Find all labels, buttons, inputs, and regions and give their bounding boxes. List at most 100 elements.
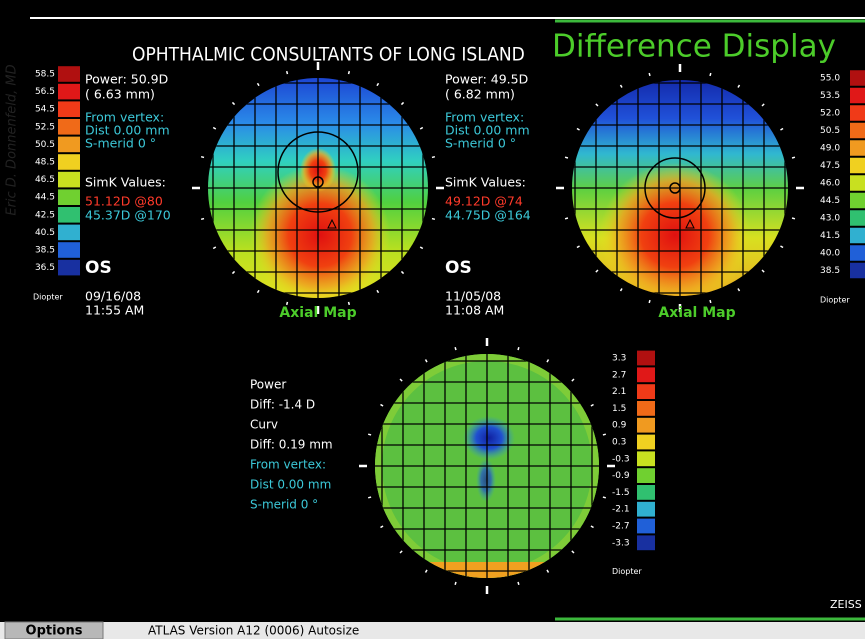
rim-tick	[590, 403, 594, 407]
scale-label: 56.5	[35, 87, 55, 97]
rim-tick	[231, 270, 236, 275]
scale-swatch	[58, 224, 80, 241]
rim-tick	[399, 378, 403, 382]
scale-label: 58.5	[35, 70, 55, 80]
vertex-marker	[669, 182, 681, 194]
scale-label: 53.5	[820, 91, 840, 101]
apex-marker	[327, 218, 337, 229]
map-info: S-merid 0 °	[85, 136, 156, 151]
map-info: ( 6.82 mm)	[445, 87, 515, 102]
scale-label: 55.0	[820, 74, 840, 84]
rim-tick	[648, 299, 651, 304]
scale-label: 2.7	[612, 370, 626, 380]
map-info: S-merid 0 °	[445, 136, 516, 151]
rim-tick	[367, 496, 372, 499]
scale-label: 0.3	[612, 438, 626, 448]
s-merid: S-merid 0 °	[250, 498, 318, 512]
rim-tick	[517, 346, 520, 351]
rim-tick	[424, 359, 428, 363]
rim-tick	[367, 433, 372, 436]
scale-label: 40.5	[35, 228, 55, 238]
scale-swatch	[637, 417, 655, 433]
scale-label: 52.0	[820, 109, 840, 119]
rim-tick	[761, 269, 765, 273]
rim-tick	[709, 72, 712, 77]
scale-swatch	[637, 401, 655, 416]
options-button[interactable]	[4, 621, 104, 639]
scale-swatch	[850, 140, 865, 156]
scale-swatch	[58, 66, 80, 82]
zone-ring	[644, 157, 706, 219]
map-info: 49.12D @74	[445, 194, 523, 209]
scale-swatch	[850, 87, 865, 104]
scale-label: 40.0	[820, 249, 840, 259]
rim-tick	[285, 301, 289, 306]
scale-swatch	[58, 207, 80, 223]
scale-swatch	[58, 242, 80, 258]
map-info: 11:55 AM	[85, 303, 144, 318]
eye: OS	[445, 258, 472, 278]
scale-swatch	[637, 434, 655, 450]
scale-label: 1.5	[612, 404, 626, 414]
scale-swatch	[637, 367, 655, 383]
institution: OPHTHALMIC CONSULTANTS OF LONG ISLAND	[132, 44, 525, 66]
map-info: 44.75D @164	[445, 208, 531, 223]
scale-swatch	[850, 210, 865, 226]
map-info: Power: 49.5D	[445, 72, 528, 87]
scale-swatch	[637, 501, 655, 517]
scale-swatch	[850, 105, 865, 121]
rim-tick	[380, 525, 384, 529]
scale-label: 43.0	[820, 214, 840, 224]
rim-tick	[376, 82, 380, 87]
scale-label: 3.3	[612, 354, 626, 364]
rim-tick	[576, 127, 580, 131]
scale-swatch	[637, 535, 655, 551]
rim-tick	[285, 70, 289, 75]
scale-label: 44.5	[820, 196, 840, 206]
scale-label: 49.0	[820, 144, 840, 154]
rim-tick	[780, 127, 784, 131]
options-button-label[interactable]: Options	[26, 624, 83, 639]
scale-label: -0.3	[612, 454, 630, 464]
map-info: SimK Values:	[85, 175, 166, 190]
rim-tick	[212, 246, 217, 250]
rim-tick	[200, 217, 205, 221]
scale-label: 0.9	[612, 421, 627, 431]
rim-tick	[602, 496, 607, 499]
vertex-marker	[312, 176, 324, 188]
zone-ring	[277, 131, 359, 213]
rim-tick	[256, 289, 260, 294]
rim-tick	[399, 550, 403, 554]
vertex-label: From vertex:	[250, 458, 326, 472]
power-diff: Diff: -1.4 D	[250, 398, 315, 412]
map-info: ( 6.63 mm)	[85, 87, 155, 102]
scale-swatch	[850, 262, 865, 279]
rim-tick	[602, 433, 607, 436]
rim-tick	[619, 288, 623, 292]
scale-swatch	[58, 136, 80, 153]
rim-tick	[737, 84, 741, 88]
rim-tick	[256, 82, 260, 87]
rim-tick	[576, 245, 580, 249]
rim-tick	[419, 246, 424, 250]
rim-tick	[761, 103, 765, 107]
rim-tick	[791, 156, 796, 159]
map-info: 11:08 AM	[445, 303, 504, 318]
rim-tick	[231, 101, 236, 106]
rim-tick	[564, 217, 569, 220]
scale-swatch	[850, 245, 865, 261]
scale-label: 52.5	[35, 122, 55, 132]
scale-swatch	[637, 468, 655, 483]
scale-label: 41.5	[820, 231, 840, 241]
scale-label: 44.5	[35, 193, 55, 203]
brand: ZEISS	[830, 598, 862, 611]
map-info: From vertex:	[85, 110, 164, 125]
status-bar	[0, 622, 865, 639]
scale-label: -3.3	[612, 538, 630, 548]
rim-tick	[780, 245, 784, 249]
scale-label: 50.5	[35, 140, 55, 150]
scale-swatch	[637, 518, 655, 534]
scale-label: -2.1	[612, 505, 630, 515]
